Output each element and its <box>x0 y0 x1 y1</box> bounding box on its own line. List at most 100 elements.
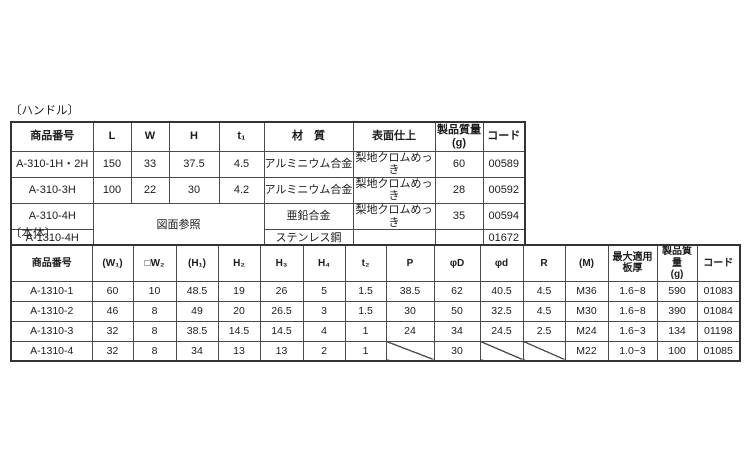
handle-col-weight: 製品質量 (g) <box>434 121 484 152</box>
cell-w2: 8 <box>132 320 177 342</box>
cell-code: 00594 <box>482 203 526 231</box>
cell-product-no: A-1310-3 <box>10 320 93 342</box>
cell-m: M24 <box>564 320 609 342</box>
cell-phi-d-lower: 40.5 <box>479 280 524 302</box>
body-col-h3: H₃ <box>259 244 304 282</box>
cell-max-plate: 1.6~8 <box>607 280 658 302</box>
body-section-label: 〔本体〕 <box>10 228 56 240</box>
body-col-code: コード <box>696 244 741 282</box>
cell-m: M22 <box>564 340 609 362</box>
cell-t1: 4.5 <box>218 150 265 178</box>
body-col-w2: □W₂ <box>132 244 177 282</box>
cell-w2: 8 <box>132 340 177 362</box>
cell-t2: 1.5 <box>344 300 387 322</box>
cell-h: 37.5 <box>168 150 220 178</box>
handle-col-l: L <box>92 121 132 152</box>
cell-weight: 134 <box>656 320 698 342</box>
handle-col-h: H <box>168 121 220 152</box>
cell-t2: 1 <box>344 320 387 342</box>
cell-product-no: A-1310-4 <box>10 340 93 362</box>
cell-l: 150 <box>92 150 132 178</box>
cell-h1: 48.5 <box>175 280 219 302</box>
cell-h: 30 <box>168 176 220 205</box>
handle-section: 〔ハンドル〕 商品番号 L W H t₁ 材 質 表面仕上 製品質量 (g) コ… <box>10 104 526 249</box>
cell-h2: 14.5 <box>217 320 261 342</box>
cell-h4: 3 <box>302 300 346 322</box>
cell-p: 24 <box>385 320 435 342</box>
table-row: A-1310-3 32 8 38.5 14.5 14.5 4 1 24 34 2… <box>10 320 741 342</box>
cell-p: 38.5 <box>385 280 435 302</box>
cell-weight: 590 <box>656 280 698 302</box>
cell-phi-d-upper: 30 <box>433 340 481 362</box>
cell-phi-d-upper: 34 <box>433 320 481 342</box>
cell-weight: 60 <box>434 150 484 178</box>
cell-w2: 8 <box>132 300 177 322</box>
body-col-product-no: 商品番号 <box>10 244 93 282</box>
cell-material: 亜鉛合金 <box>263 203 354 231</box>
cell-material: ステンレス鋼 <box>263 229 354 249</box>
cell-code: 01084 <box>696 300 741 322</box>
handle-col-product-no: 商品番号 <box>10 121 94 152</box>
handle-header-row: 商品番号 L W H t₁ 材 質 表面仕上 製品質量 (g) コード <box>10 121 526 152</box>
cell-phi-d-upper: 50 <box>433 300 481 322</box>
cell-w1: 46 <box>91 300 134 322</box>
cell-phi-d-lower-na <box>479 340 524 362</box>
handle-col-w: W <box>130 121 170 152</box>
table-row: A-1310-1 60 10 48.5 19 26 5 1.5 38.5 62 … <box>10 280 741 302</box>
cell-r: 2.5 <box>522 320 566 342</box>
cell-p-na <box>385 340 435 362</box>
body-col-h2: H₂ <box>217 244 261 282</box>
cell-h1: 34 <box>175 340 219 362</box>
cell-r: 4.5 <box>522 280 566 302</box>
cell-h3: 13 <box>259 340 304 362</box>
cell-max-plate: 1.0~3 <box>607 340 658 362</box>
table-row: A-1310-4 32 8 34 13 13 2 1 30 M22 1.0~3 … <box>10 340 741 362</box>
cell-t2: 1.5 <box>344 280 387 302</box>
table-row: A-1310-2 46 8 49 20 26.5 3 1.5 30 50 32.… <box>10 300 741 322</box>
cell-h3: 26.5 <box>259 300 304 322</box>
cell-h1: 38.5 <box>175 320 219 342</box>
cell-w1: 32 <box>91 320 134 342</box>
cell-product-no: A-310-1H・2H <box>10 150 94 178</box>
cell-h3: 14.5 <box>259 320 304 342</box>
body-col-t2: t₂ <box>344 244 387 282</box>
cell-w: 33 <box>130 150 170 178</box>
cell-code: 01085 <box>696 340 741 362</box>
handle-spec-table: 商品番号 L W H t₁ 材 質 表面仕上 製品質量 (g) コード A-31… <box>10 121 526 249</box>
body-col-h1: (H₁) <box>175 244 219 282</box>
cell-phi-d-lower: 32.5 <box>479 300 524 322</box>
cell-phi-d-upper: 62 <box>433 280 481 302</box>
cell-code: 01672 <box>482 229 526 249</box>
body-col-h4: H₄ <box>302 244 346 282</box>
body-col-weight: 製品質量 (g) <box>656 244 698 282</box>
cell-finish: 梨地クロムめっき <box>352 150 436 178</box>
cell-weight: 35 <box>434 203 484 231</box>
cell-material: アルミニウム合金 <box>263 150 354 178</box>
body-section: 〔本体〕 商品番号 (W₁) □W₂ (H₁) H₂ H₃ H₄ t₂ P φD… <box>10 227 741 362</box>
body-col-w1: (W₁) <box>91 244 134 282</box>
handle-col-t1: t₁ <box>218 121 265 152</box>
handle-col-material: 材 質 <box>263 121 354 152</box>
cell-h4: 5 <box>302 280 346 302</box>
cell-phi-d-lower: 24.5 <box>479 320 524 342</box>
cell-h4: 2 <box>302 340 346 362</box>
cell-w1: 32 <box>91 340 134 362</box>
cell-product-no: A-310-3H <box>10 176 94 205</box>
body-header-row: 商品番号 (W₁) □W₂ (H₁) H₂ H₃ H₄ t₂ P φD φd R… <box>10 244 741 282</box>
cell-w: 22 <box>130 176 170 205</box>
cell-l: 100 <box>92 176 132 205</box>
cell-material: アルミニウム合金 <box>263 176 354 205</box>
body-col-phi-d-lower: φd <box>479 244 524 282</box>
cell-p: 30 <box>385 300 435 322</box>
handle-col-code: コード <box>482 121 526 152</box>
table-row: A-310-3H 100 22 30 4.2 アルミニウム合金 梨地クロムめっき… <box>10 176 526 205</box>
cell-weight: 390 <box>656 300 698 322</box>
cell-max-plate: 1.6~3 <box>607 320 658 342</box>
cell-max-plate: 1.6~8 <box>607 300 658 322</box>
cell-r: 4.5 <box>522 300 566 322</box>
cell-m: M36 <box>564 280 609 302</box>
cell-h2: 13 <box>217 340 261 362</box>
cell-h3: 26 <box>259 280 304 302</box>
cell-h2: 20 <box>217 300 261 322</box>
